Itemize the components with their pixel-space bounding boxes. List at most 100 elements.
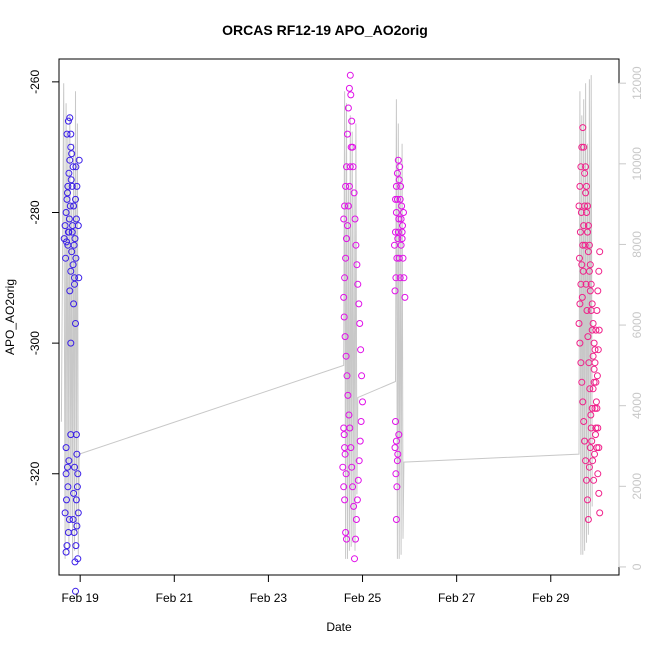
data-point [344,391,352,399]
data-point [343,535,350,543]
data-point [63,130,71,138]
data-point [70,202,78,210]
data-point [587,411,595,419]
data-point [69,163,77,171]
data-point [343,372,351,380]
data-point [72,496,80,504]
data-point [595,444,603,452]
data-point [352,241,360,249]
data-point [351,215,359,223]
data-point [588,404,596,412]
data-point [70,529,78,536]
data-point [395,431,403,439]
data-point [73,483,81,491]
plot-frame [58,58,620,576]
y2-tick-label: 4000 [630,392,644,419]
data-point [73,182,81,190]
data-point [73,450,81,458]
data-point [62,470,70,478]
data-point [593,404,601,412]
data-point [584,222,592,230]
data-point [69,261,77,269]
data-point [391,444,399,452]
y2-axis: 0 2000 4000 6000 8000 10000 12000 [618,66,644,570]
data-point [67,176,75,184]
data-point [587,280,595,288]
data-point [581,437,589,445]
data-point [393,169,401,177]
data-point [340,483,348,491]
data-point [588,437,596,445]
data-point [344,202,352,210]
data-point [72,587,79,595]
data-point [392,516,400,523]
data-point [591,359,599,367]
data-point [595,267,603,275]
data-point [63,542,71,550]
data-point [65,457,73,465]
data-point [70,300,78,308]
data-point [345,182,353,190]
data-point [64,189,71,197]
data-point [582,457,590,465]
data-point [391,287,399,295]
data-point [350,189,358,197]
data-point [62,548,70,556]
data-point [345,411,353,419]
data-point [590,365,598,373]
data-point [63,195,71,203]
data-points [60,71,604,595]
data-point [71,235,79,243]
chart-title: ORCAS RF12-19 APO_AO2orig [222,22,428,38]
data-point [341,444,349,452]
data-point [346,163,354,171]
data-point [356,320,364,327]
data-point [583,476,590,484]
data-point [581,169,589,177]
data-point [582,163,590,171]
data-point [342,352,350,360]
data-point [586,385,594,393]
data-point [393,195,401,203]
data-point [352,516,360,523]
data-point [398,202,406,210]
data-point [592,398,600,406]
data-point [596,248,604,256]
data-point [394,235,402,243]
data-point [64,228,72,236]
data-point [345,84,353,92]
data-point [352,535,359,543]
data-point [71,463,78,471]
data-point [69,516,77,523]
data-point [592,424,600,432]
y-tick-label: -260 [28,70,42,94]
data-point [596,509,604,517]
data-point [354,280,362,288]
data-point [346,71,354,79]
data-point [66,114,74,122]
data-point [582,280,590,288]
data-point [74,470,82,478]
data-point [396,195,404,203]
data-point [341,450,349,458]
y-axis: -260 -280 -300 -320 [28,70,60,486]
data-point [578,143,586,151]
data-point [71,274,78,282]
data-point [340,431,348,439]
data-point [594,470,602,478]
data-point [66,156,74,164]
x-axis-label: Date [326,620,352,634]
data-point [581,202,589,210]
data-point [595,326,603,334]
data-point [62,444,70,452]
data-point [395,254,403,262]
data-point [357,418,365,425]
data-point [344,222,351,230]
data-point [392,418,399,425]
data-point [61,509,69,517]
data-point [578,261,586,269]
data-point [62,209,70,216]
data-point [354,476,362,484]
y2-tick-label: 12000 [630,66,644,100]
